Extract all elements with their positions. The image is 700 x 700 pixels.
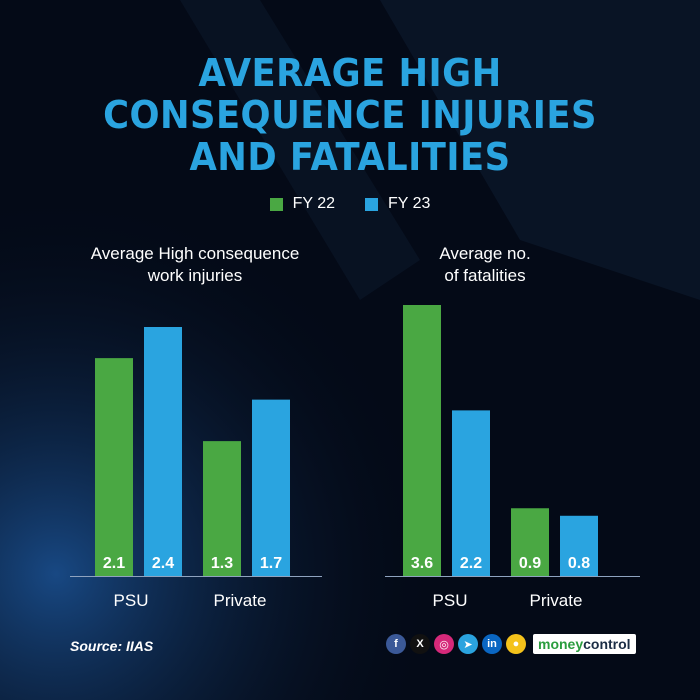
brand-logo-part: control — [583, 636, 631, 652]
bar-injuries-private-fy23 — [252, 399, 290, 576]
data-label: 0.8 — [568, 555, 590, 572]
bar-fatalities-psu-fy23 — [452, 410, 490, 576]
koo-icon[interactable]: ● — [506, 634, 526, 654]
data-label: 2.4 — [152, 555, 174, 572]
brand-logo-part: money — [538, 636, 584, 652]
chart-title-injuries: Average High consequence work injuries — [70, 243, 320, 287]
x-icon[interactable]: X — [410, 634, 430, 654]
chart-title-fatalities: Average no. of fatalities — [385, 243, 585, 287]
bar-fatalities-private-fy22 — [511, 508, 549, 576]
legend-item-fy22: FY 22 — [269, 194, 335, 214]
chart-title-line: work injuries — [147, 266, 243, 285]
chart-title-line: of fatalities — [444, 266, 526, 285]
data-label: 3.6 — [411, 555, 433, 572]
linkedin-icon[interactable]: in — [482, 634, 502, 654]
legend-label-fy22: FY 22 — [292, 195, 335, 212]
instagram-icon[interactable]: ◎ — [434, 634, 454, 654]
bar-injuries-private-fy22 — [203, 441, 241, 576]
data-label: 2.1 — [103, 555, 125, 572]
legend-swatch-fy23 — [365, 197, 378, 211]
source-note: Source: IIAS — [70, 638, 154, 654]
category-label: PSU — [433, 591, 468, 610]
facebook-icon[interactable]: f — [386, 634, 406, 654]
brand-logo: moneycontrol — [533, 634, 636, 654]
bar-fatalities-psu-fy22 — [403, 305, 441, 576]
bar-fatalities-private-fy23 — [560, 515, 598, 576]
data-label: 1.7 — [260, 555, 282, 572]
chart-title-line: Average no. — [439, 244, 531, 263]
legend: FY 22 FY 23 — [0, 194, 700, 214]
data-label: 0.9 — [519, 555, 541, 572]
legend-label-fy23: FY 23 — [388, 195, 431, 212]
page-title: AVERAGE HIGH CONSEQUENCE INJURIES AND FA… — [25, 52, 676, 178]
legend-swatch-fy22 — [269, 197, 283, 211]
bar-injuries-psu-fy23 — [144, 327, 182, 576]
category-label: PSU — [114, 591, 149, 610]
title-line: AND FATALITIES — [189, 135, 511, 179]
chart-title-line: Average High consequence — [90, 244, 300, 263]
title-line: AVERAGE HIGH — [198, 51, 502, 95]
data-label: 2.2 — [460, 555, 482, 572]
category-label: Private — [530, 591, 583, 610]
bar-injuries-psu-fy22 — [95, 358, 133, 576]
telegram-icon[interactable]: ➤ — [458, 634, 478, 654]
title-line: CONSEQUENCE INJURIES — [103, 93, 597, 137]
data-label: 1.3 — [211, 555, 233, 572]
legend-item-fy23: FY 23 — [365, 194, 430, 214]
category-label: Private — [214, 591, 267, 610]
social-links: f X ◎ ➤ in ● moneycontrol — [386, 634, 636, 654]
